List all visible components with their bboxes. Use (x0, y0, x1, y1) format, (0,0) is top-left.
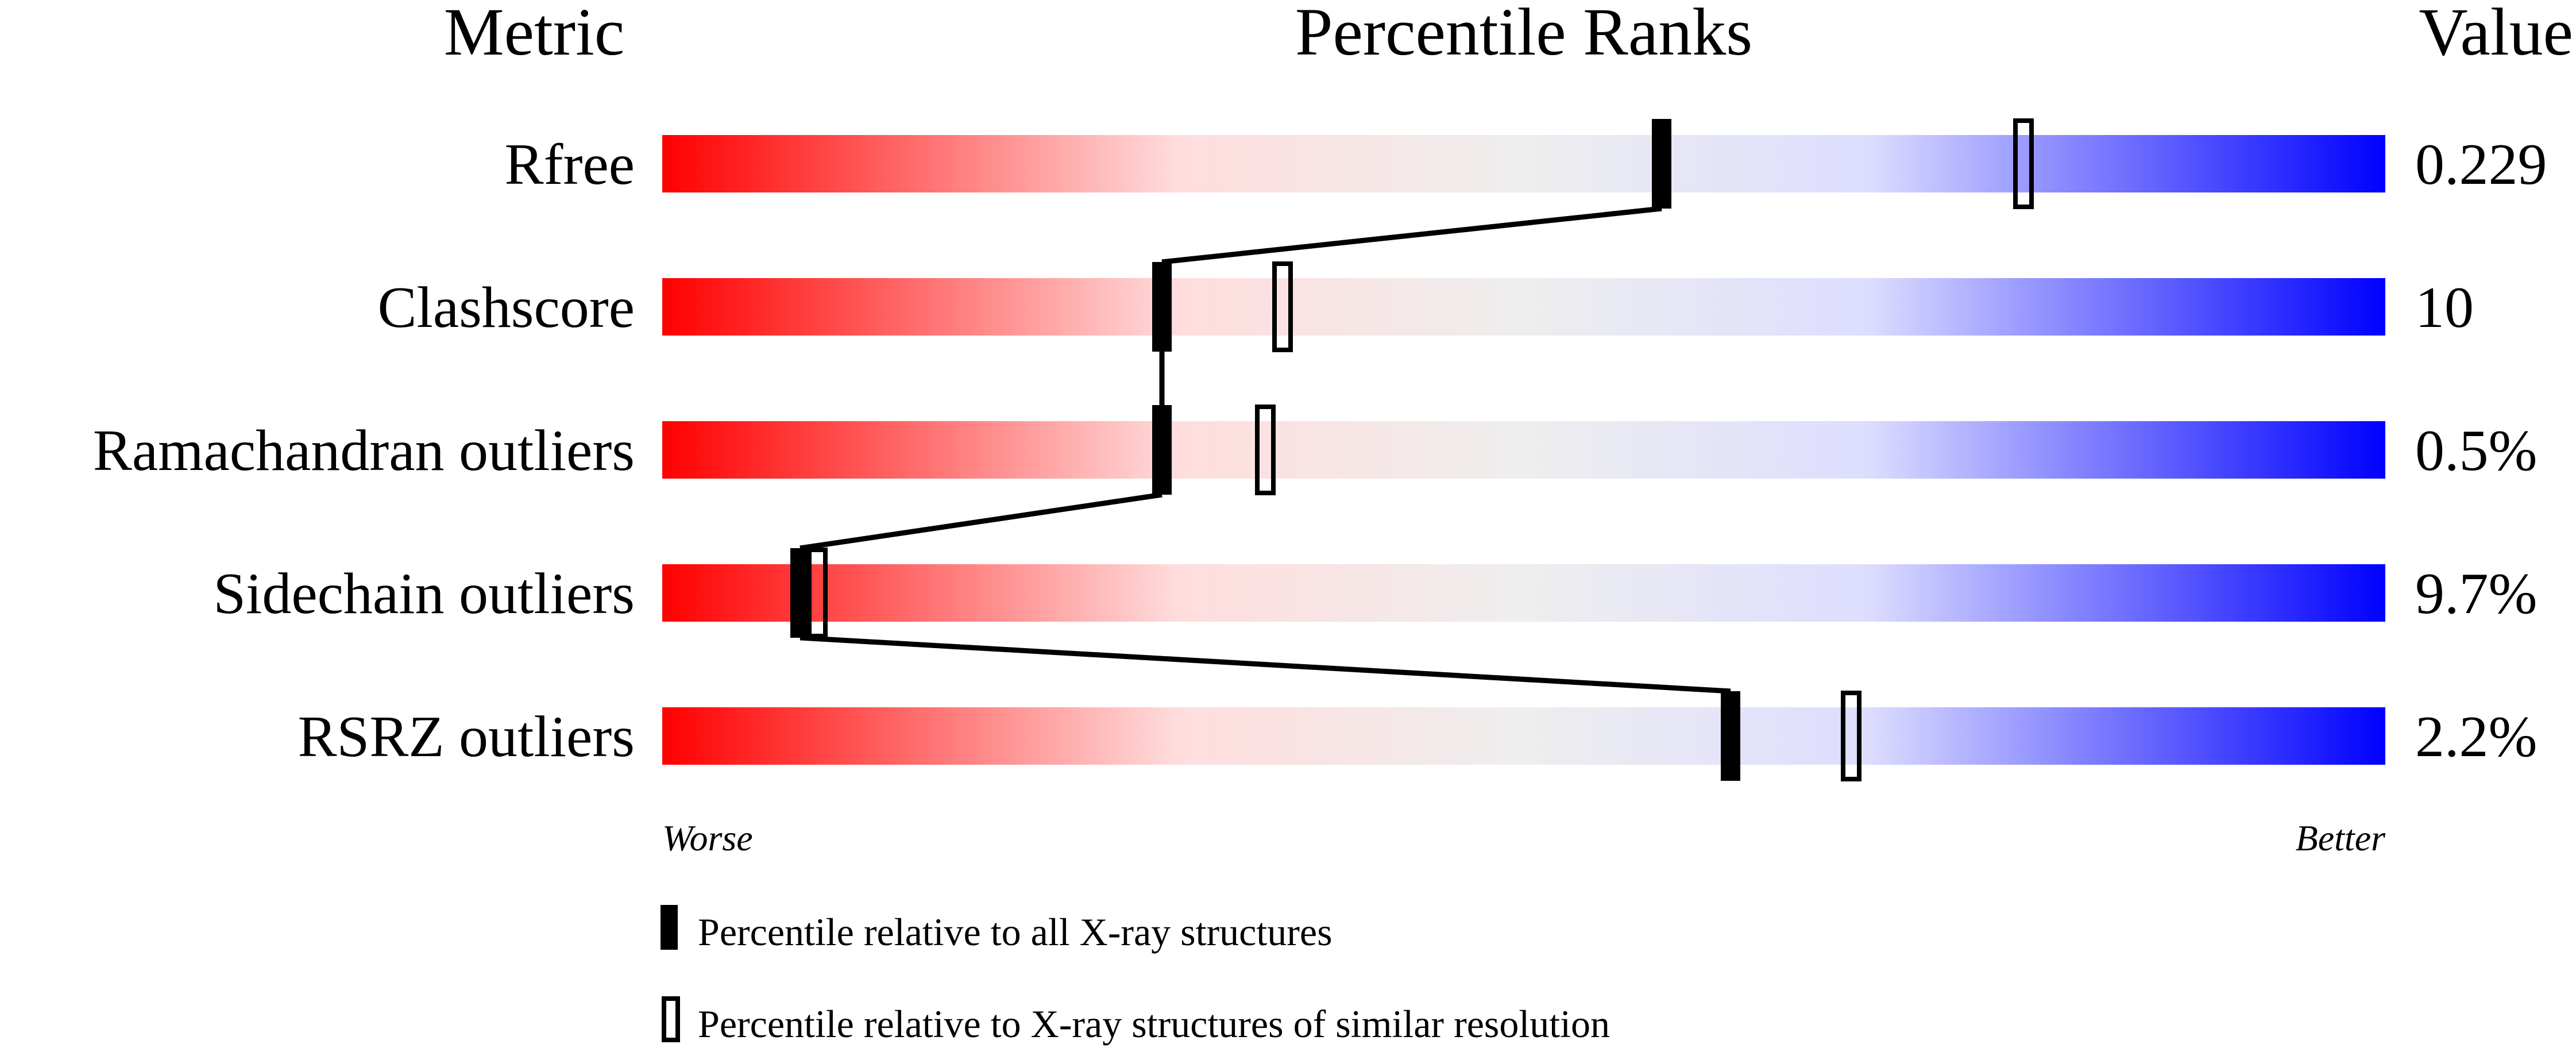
legend-open-marker-icon (662, 996, 680, 1042)
metric-value: 0.229 (2415, 132, 2547, 197)
legend-filled-label: Percentile relative to all X-ray structu… (698, 910, 1333, 954)
percentile-bar (662, 707, 2385, 765)
marker-all-structures (790, 548, 810, 638)
connector-line (800, 492, 1163, 551)
metric-value: 2.2% (2415, 704, 2537, 769)
marker-all-structures (1152, 405, 1172, 495)
connector-line (800, 635, 1731, 694)
metric-value: 9.7% (2415, 561, 2537, 626)
scale-label-worse: Worse (662, 818, 753, 858)
metric-label: Clashscore (377, 275, 635, 340)
metric-label: Rfree (504, 132, 635, 197)
legend-filled-marker-icon (661, 905, 678, 950)
metric-value: 10 (2415, 275, 2474, 340)
scale-label-better: Better (2296, 818, 2386, 858)
connector-line (1161, 206, 1662, 265)
legend-open-label: Percentile relative to X-ray structures … (698, 1002, 1610, 1046)
percentile-bar (662, 421, 2385, 479)
marker-similar-resolution (1255, 404, 1276, 495)
metric-label: Sidechain outliers (213, 561, 635, 626)
marker-all-structures (1721, 691, 1740, 781)
header-metric: Metric (444, 0, 625, 70)
header-value: Value (2419, 0, 2573, 70)
percentile-bar (662, 278, 2385, 336)
metric-label: Ramachandran outliers (93, 418, 635, 483)
metric-label: RSRZ outliers (298, 704, 635, 769)
marker-all-structures (1152, 262, 1172, 352)
header-percentile-ranks: Percentile Ranks (1295, 0, 1752, 70)
percentile-bar (662, 135, 2385, 192)
marker-similar-resolution (2013, 118, 2034, 209)
metric-value: 0.5% (2415, 418, 2537, 483)
percentile-bar (662, 564, 2385, 622)
marker-similar-resolution (1272, 261, 1293, 352)
marker-all-structures (1652, 119, 1671, 209)
marker-similar-resolution (1841, 691, 1861, 781)
